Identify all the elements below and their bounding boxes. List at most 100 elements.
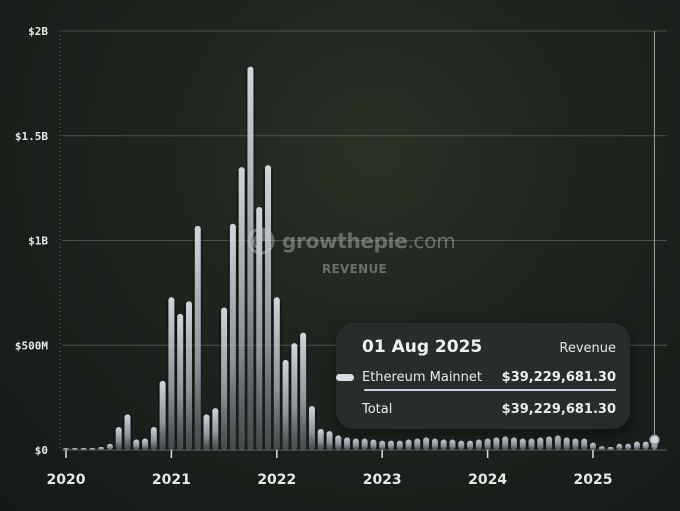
bar-fill	[203, 414, 210, 450]
bar[interactable]	[122, 414, 133, 450]
bar[interactable]	[473, 439, 484, 450]
bar[interactable]	[491, 437, 502, 450]
bar[interactable]	[544, 436, 555, 450]
tooltip-series-value: $39,229,681.30	[501, 370, 616, 385]
bar[interactable]	[465, 440, 476, 450]
bar[interactable]	[500, 436, 511, 450]
bar-fill	[212, 408, 219, 450]
bar[interactable]	[254, 206, 265, 450]
bar[interactable]	[517, 438, 528, 450]
bar[interactable]	[280, 359, 291, 450]
bar[interactable]	[166, 297, 177, 450]
bar[interactable]	[140, 438, 151, 450]
bar[interactable]	[98, 446, 105, 450]
bar[interactable]	[438, 439, 449, 450]
y-tick-label: $1B	[28, 235, 48, 248]
bar-fill	[282, 359, 289, 450]
bar[interactable]	[429, 438, 440, 450]
bar[interactable]	[342, 437, 353, 450]
bar-fill	[510, 437, 517, 450]
series-swatch	[336, 374, 354, 381]
bar[interactable]	[350, 438, 361, 450]
bar-fill	[317, 429, 324, 450]
bar-fill	[150, 426, 157, 450]
bar-fill	[414, 438, 421, 450]
bar-fill	[625, 443, 632, 450]
bar-fill	[423, 437, 430, 450]
bar[interactable]	[412, 438, 423, 450]
bar[interactable]	[113, 426, 124, 450]
bar[interactable]	[403, 439, 414, 450]
x-tick-label: 2020	[47, 472, 86, 488]
bar[interactable]	[104, 443, 115, 450]
bar[interactable]	[631, 441, 642, 450]
bar[interactable]	[315, 429, 326, 450]
x-tick-label: 2024	[468, 472, 507, 488]
bar[interactable]	[508, 437, 519, 450]
tooltip-total-row: Total $39,229,681.30	[362, 402, 616, 417]
bar[interactable]	[456, 440, 467, 450]
bar-fill	[519, 438, 526, 450]
bar[interactable]	[640, 441, 651, 450]
bar-fill	[467, 440, 474, 450]
bar[interactable]	[175, 313, 186, 450]
bar[interactable]	[298, 332, 309, 450]
bar[interactable]	[157, 380, 168, 450]
bar[interactable]	[271, 297, 282, 450]
bar[interactable]	[192, 225, 203, 450]
bar-fill	[563, 437, 570, 450]
bar[interactable]	[89, 448, 96, 450]
bar-fill	[361, 438, 368, 450]
bar-fill	[546, 436, 553, 450]
bar[interactable]	[588, 442, 598, 450]
bar[interactable]	[263, 165, 274, 450]
bar[interactable]	[219, 307, 230, 450]
bar[interactable]	[421, 437, 432, 450]
bar[interactable]	[210, 408, 221, 450]
bar-fill	[159, 380, 166, 450]
bar[interactable]	[333, 435, 344, 450]
bar[interactable]	[289, 343, 300, 450]
bar[interactable]	[526, 438, 537, 450]
bar[interactable]	[324, 431, 335, 450]
bar-fill	[598, 446, 605, 450]
bar[interactable]	[552, 435, 563, 450]
bar[interactable]	[607, 446, 614, 450]
tooltip-share-bar	[364, 389, 616, 391]
bar-fill	[379, 440, 386, 450]
bar-fill	[115, 426, 122, 450]
bar[interactable]	[579, 438, 590, 450]
bar-fill	[63, 448, 69, 450]
bar[interactable]	[598, 446, 605, 450]
bar[interactable]	[359, 438, 370, 450]
bar[interactable]	[183, 301, 194, 450]
bar[interactable]	[535, 437, 546, 450]
bar-fill	[185, 301, 192, 450]
bar[interactable]	[614, 443, 625, 450]
bar[interactable]	[561, 437, 572, 450]
bar[interactable]	[201, 414, 212, 450]
bar[interactable]	[236, 167, 247, 451]
bar[interactable]	[447, 439, 458, 450]
bar[interactable]	[245, 66, 256, 451]
bar[interactable]	[385, 440, 396, 450]
bar-fill	[431, 438, 438, 450]
bar[interactable]	[227, 223, 238, 450]
bar[interactable]	[482, 438, 493, 450]
bar[interactable]	[63, 448, 69, 450]
bar[interactable]	[306, 406, 317, 450]
bar[interactable]	[570, 438, 581, 450]
bar-fill	[449, 439, 456, 450]
bar[interactable]	[80, 448, 87, 450]
bar[interactable]	[131, 439, 142, 450]
bar-fill	[537, 437, 544, 450]
bar[interactable]	[368, 439, 379, 450]
bar[interactable]	[148, 426, 159, 450]
bar[interactable]	[394, 440, 405, 450]
bar-fill	[265, 165, 272, 450]
bar[interactable]	[377, 440, 388, 450]
bar[interactable]	[623, 443, 634, 450]
bar[interactable]	[71, 448, 78, 450]
tooltip-total-value: $39,229,681.30	[501, 402, 616, 417]
